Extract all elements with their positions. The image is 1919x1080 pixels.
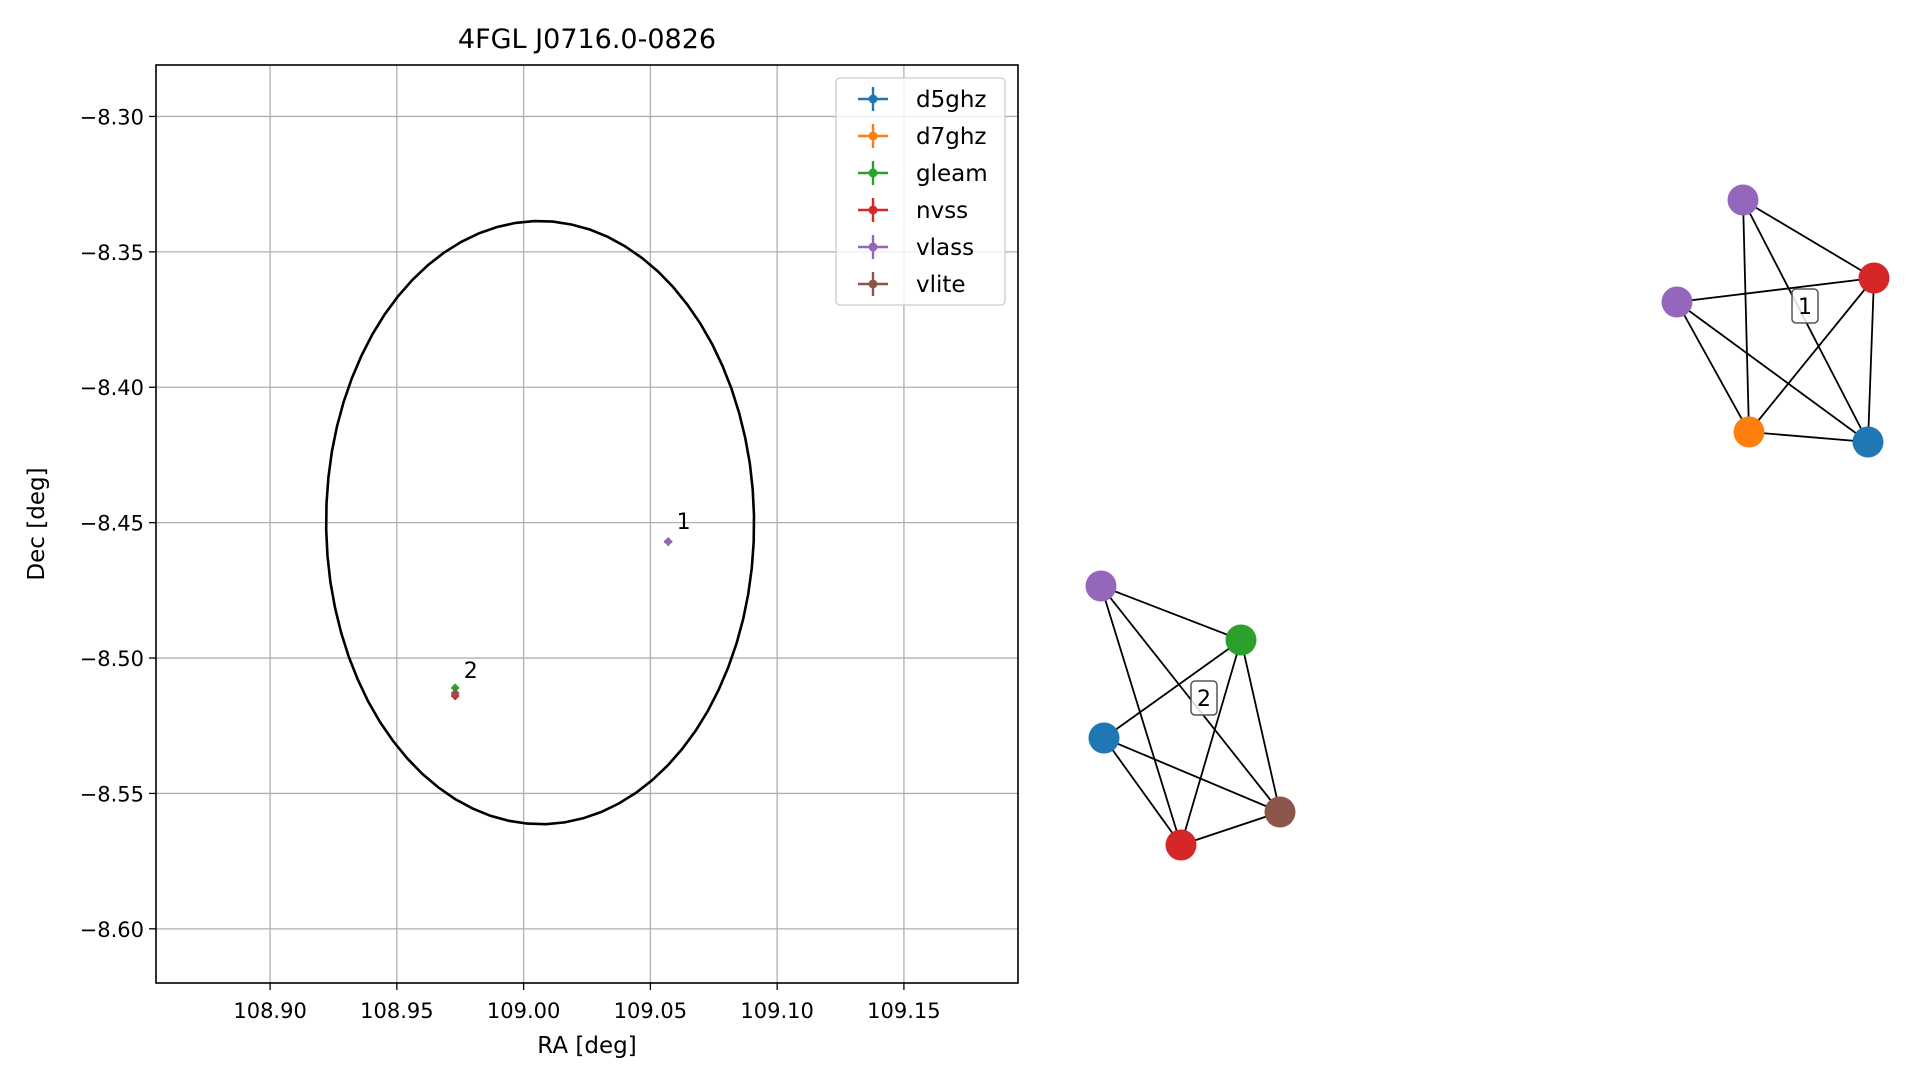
y-tick-label: −8.35 — [80, 241, 144, 265]
network-node-vlite — [1264, 796, 1296, 828]
network-node-d5ghz — [1088, 722, 1120, 754]
network-node-nvss — [1165, 829, 1197, 861]
source-markers — [451, 537, 673, 700]
network-edge — [1748, 431, 1869, 443]
network-node-d7ghz — [1733, 416, 1765, 448]
network-edge — [1240, 639, 1281, 813]
network-node-vlass — [1661, 286, 1693, 318]
network-edge — [1676, 301, 1750, 433]
x-tick-label: 109.00 — [487, 999, 560, 1023]
network-edge — [1103, 737, 1182, 846]
y-tick-label: −8.50 — [80, 647, 144, 671]
legend-item-d5ghz: d5ghz — [858, 87, 986, 113]
x-tick-label: 109.15 — [867, 999, 940, 1023]
y-tick-label: −8.55 — [80, 782, 144, 806]
legend-item-nvss: nvss — [858, 198, 968, 224]
network-edge — [1103, 639, 1242, 739]
network-node-nvss — [1858, 262, 1890, 294]
legend-label: d5ghz — [916, 87, 986, 113]
network-edge — [1748, 277, 1875, 433]
network-group-2: 2 — [1085, 570, 1296, 861]
network-edge — [1180, 811, 1281, 846]
network-group-1: 1 — [1661, 184, 1890, 458]
network-label: 2 — [1197, 687, 1211, 712]
x-tick-label: 109.05 — [614, 999, 687, 1023]
network-edge — [1867, 277, 1875, 443]
network-edge — [1742, 199, 1750, 433]
network-edge — [1742, 199, 1875, 279]
network-edge — [1103, 737, 1281, 813]
network-edge — [1180, 639, 1242, 846]
legend-item-vlass: vlass — [858, 235, 974, 261]
network-label: 1 — [1798, 295, 1812, 320]
legend-items: d5ghz d7ghz gleam nvss vlass vlite — [858, 87, 988, 298]
legend-frame — [835, 77, 1006, 306]
network-edge — [1100, 585, 1242, 641]
x-axis-ticks: 108.90 108.95 109.00 109.05 109.10 109.15 — [233, 983, 941, 1023]
chart-title: 4FGL J0716.0-0826 — [458, 24, 716, 55]
localization-ellipse — [324, 219, 756, 826]
y-axis-label: Dec [deg] — [24, 467, 50, 580]
y-tick-label: −8.60 — [80, 918, 144, 942]
y-tick-label: −8.45 — [80, 512, 144, 536]
x-tick-label: 109.10 — [740, 999, 813, 1023]
legend-item-vlite: vlite — [858, 272, 966, 298]
x-axis-label: RA [deg] — [537, 1033, 636, 1059]
network-node-gleam — [1225, 624, 1257, 656]
network-label-box — [1190, 680, 1218, 716]
marker-vlite — [451, 689, 460, 698]
source-label: 2 — [464, 659, 478, 684]
network-edge — [1676, 301, 1869, 443]
legend-item-gleam: gleam — [858, 161, 988, 187]
legend-label: nvss — [916, 198, 968, 224]
legend-label: d7ghz — [916, 124, 986, 150]
legend-label: vlite — [916, 272, 966, 298]
network-node-vlass — [1085, 570, 1117, 602]
source-annotations: 12 — [464, 510, 691, 684]
plot-frame — [155, 64, 1019, 984]
network-node-d5ghz — [1852, 426, 1884, 458]
sky-plot: 12 108.90 108.95 109.00 109.05 109.10 109.15 … — [24, 24, 1019, 1059]
network-edge — [1100, 585, 1182, 846]
legend-label: vlass — [916, 235, 974, 261]
source-label: 1 — [677, 510, 691, 535]
legend: d5ghz d7ghz gleam nvss vlass vlite — [835, 77, 1006, 306]
x-tick-label: 108.90 — [233, 999, 306, 1023]
y-tick-label: −8.40 — [80, 376, 144, 400]
x-tick-label: 108.95 — [360, 999, 433, 1023]
y-axis-ticks: −8.30 −8.35 −8.40 −8.45 −8.50 −8.55 −8.60 — [80, 105, 156, 942]
grid — [156, 65, 1018, 983]
network-edge — [1676, 277, 1875, 303]
network-node-vlass — [1727, 184, 1759, 216]
legend-item-d7ghz: d7ghz — [858, 124, 986, 150]
network-label-box — [1791, 288, 1819, 324]
marker-vlass — [664, 537, 673, 546]
match-networks: 12 — [1085, 184, 1890, 861]
legend-label: gleam — [916, 161, 988, 187]
y-tick-label: −8.30 — [80, 105, 144, 129]
